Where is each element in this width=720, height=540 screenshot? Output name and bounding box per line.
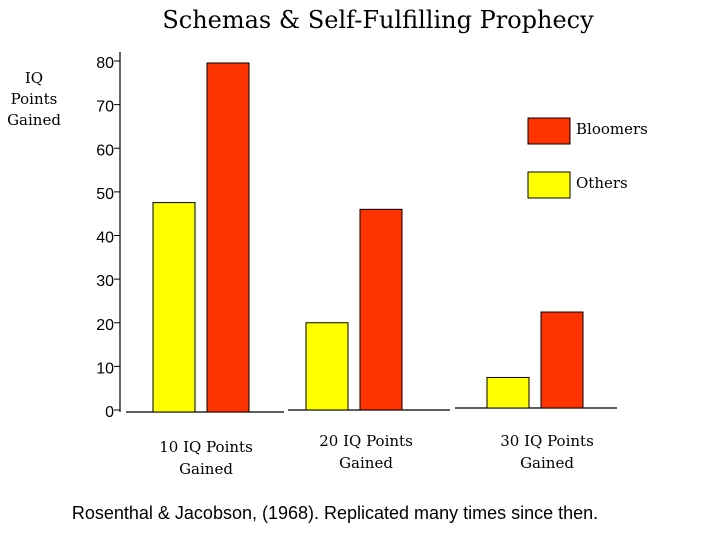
y-tick-label: 0 — [105, 404, 114, 421]
bar-others — [152, 202, 196, 413]
y-axis-label-line: Gained — [7, 111, 61, 129]
y-tick-label: 30 — [96, 273, 114, 290]
y-tick-label: 50 — [96, 186, 114, 203]
y-axis-label-line: Points — [10, 90, 58, 108]
legend-label: Bloomers — [576, 120, 648, 138]
x-category-label: 20 IQ Points — [319, 432, 413, 450]
y-tick-label: 20 — [96, 317, 114, 334]
y-axis-label: IQ Points Gained — [4, 68, 64, 131]
x-category-label: Gained — [179, 460, 233, 478]
bar-bloomers — [540, 311, 584, 409]
y-tick-label: 70 — [96, 99, 114, 116]
y-tick-label: 80 — [96, 55, 114, 72]
y-tick-label: 60 — [96, 142, 114, 159]
x-category-label: Gained — [520, 454, 574, 472]
x-category-label: Gained — [339, 454, 393, 472]
legend-label: Others — [576, 174, 628, 192]
y-axis-label-line: IQ — [24, 69, 44, 87]
bar-bloomers — [359, 208, 403, 411]
legend-swatch — [527, 171, 571, 199]
y-tick-label: 10 — [96, 360, 114, 377]
x-category-label: 10 IQ Points — [159, 438, 253, 456]
bar-others — [486, 376, 530, 409]
legend-swatch — [527, 117, 571, 145]
chart-title: Schemas & Self-Fulfilling Prophecy — [162, 6, 594, 34]
bar-others — [305, 322, 349, 411]
bar-bloomers — [206, 62, 250, 413]
citation-footer: Rosenthal & Jacobson, (1968). Replicated… — [71, 503, 599, 523]
x-category-label: 30 IQ Points — [500, 432, 594, 450]
y-tick-label: 40 — [96, 230, 114, 247]
